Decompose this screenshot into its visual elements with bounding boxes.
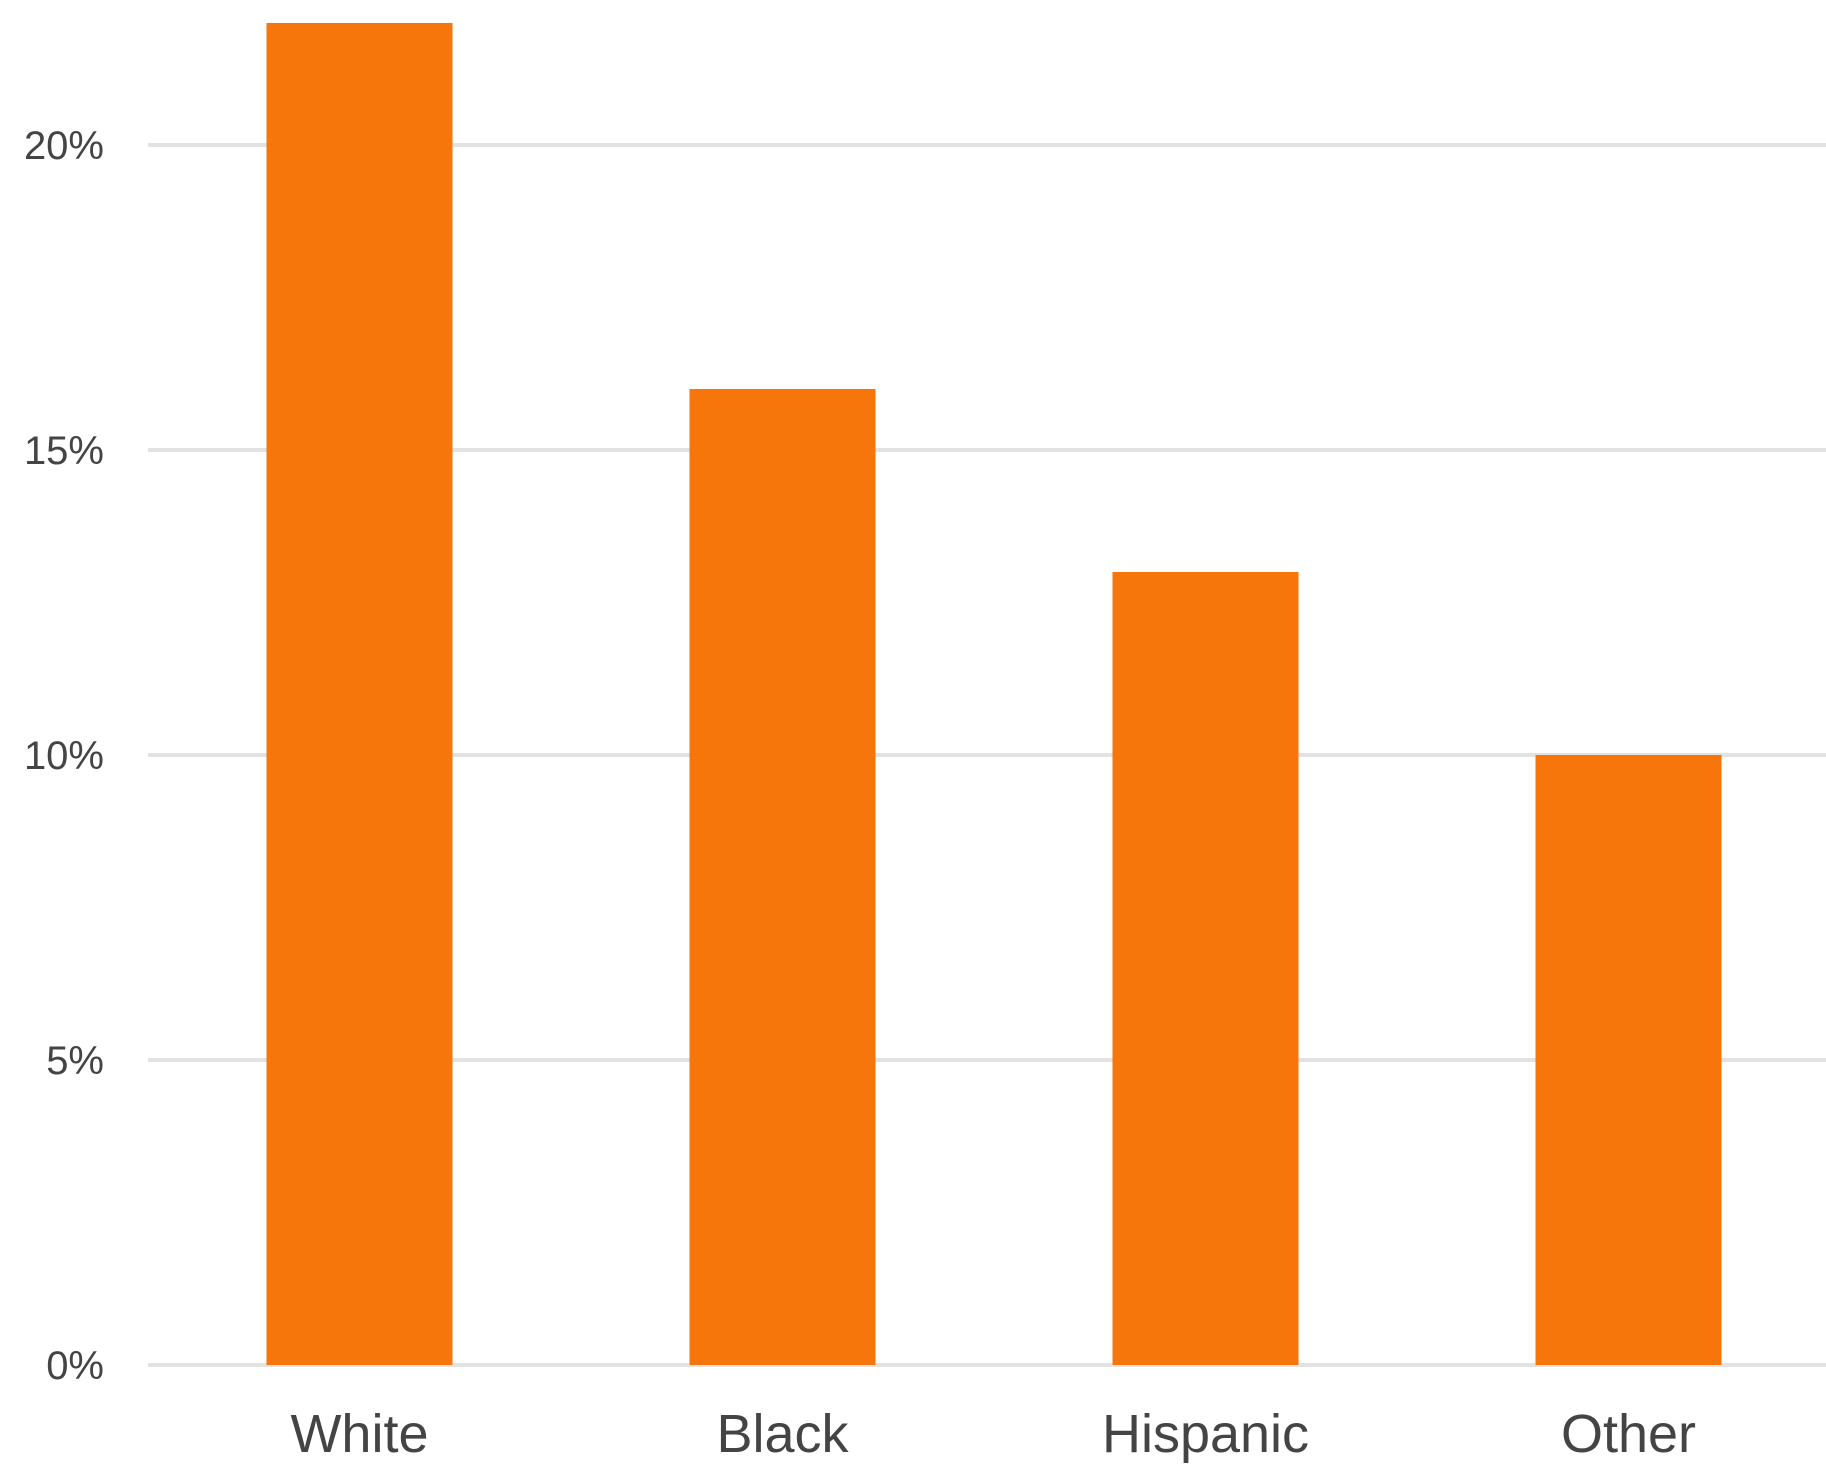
bar-black: [689, 389, 876, 1365]
x-category-label: Black: [716, 1404, 849, 1464]
y-tick-label: 15%: [24, 429, 104, 473]
bar-hispanic: [1112, 572, 1299, 1365]
y-tick-label: 0%: [46, 1344, 104, 1388]
bar-white: [266, 23, 453, 1365]
x-axis-labels: White Black Hispanic Other: [290, 1404, 1696, 1464]
y-tick-label: 20%: [24, 124, 104, 168]
bar-other: [1535, 755, 1722, 1365]
y-tick-label: 10%: [24, 734, 104, 778]
x-category-label: Hispanic: [1102, 1404, 1309, 1464]
x-category-label: White: [290, 1404, 428, 1464]
y-tick-label: 5%: [46, 1039, 104, 1083]
x-category-label: Other: [1561, 1404, 1696, 1464]
y-axis-ticks: 0% 5% 10% 15% 20%: [24, 124, 104, 1388]
bar-layer: [266, 23, 1722, 1365]
